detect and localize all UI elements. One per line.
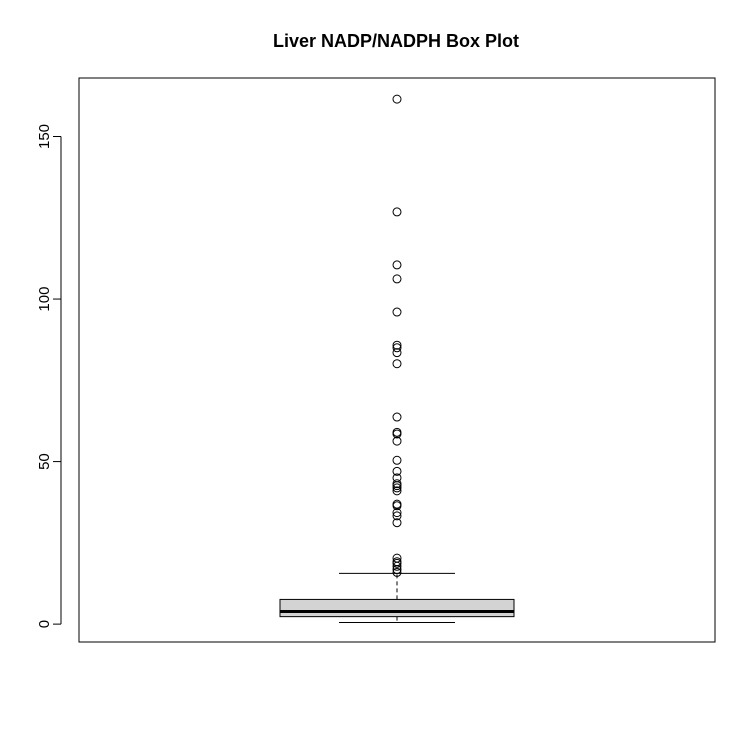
y-tick-label: 150 <box>36 124 53 149</box>
outlier-point <box>392 481 402 491</box>
outlier-point <box>392 94 402 104</box>
outlier-point <box>392 511 402 521</box>
outlier-point <box>392 518 402 528</box>
outlier-point <box>392 412 402 422</box>
outlier-point <box>392 207 402 217</box>
y-tick-label: 50 <box>36 453 53 470</box>
y-tick-label: 100 <box>36 287 53 312</box>
y-tick-label: 0 <box>36 620 53 628</box>
outlier-point <box>392 348 402 358</box>
outlier-point <box>392 567 402 577</box>
outlier-point <box>392 455 402 465</box>
outlier-point <box>392 486 402 496</box>
outlier-point <box>392 340 402 350</box>
outlier-point <box>392 429 402 439</box>
outlier-point <box>392 260 402 270</box>
plot-frame <box>78 77 716 643</box>
outlier-point <box>392 501 402 511</box>
outlier-point <box>392 343 402 353</box>
chart-title: Liver NADP/NADPH Box Plot <box>273 31 519 51</box>
outlier-point <box>392 508 402 518</box>
outlier-point <box>392 466 402 476</box>
outlier-point <box>392 561 402 571</box>
outlier-point <box>392 483 402 493</box>
outlier-point <box>392 565 402 575</box>
outlier-point <box>392 359 402 369</box>
box-plot <box>279 572 515 623</box>
outlier-point <box>392 307 402 317</box>
outlier-point <box>392 558 402 568</box>
box-iqr <box>279 598 515 618</box>
outlier-point <box>392 274 402 284</box>
outliers <box>392 94 402 577</box>
outlier-point <box>392 436 402 446</box>
y-axis: 0 50 100 150 <box>36 124 62 628</box>
